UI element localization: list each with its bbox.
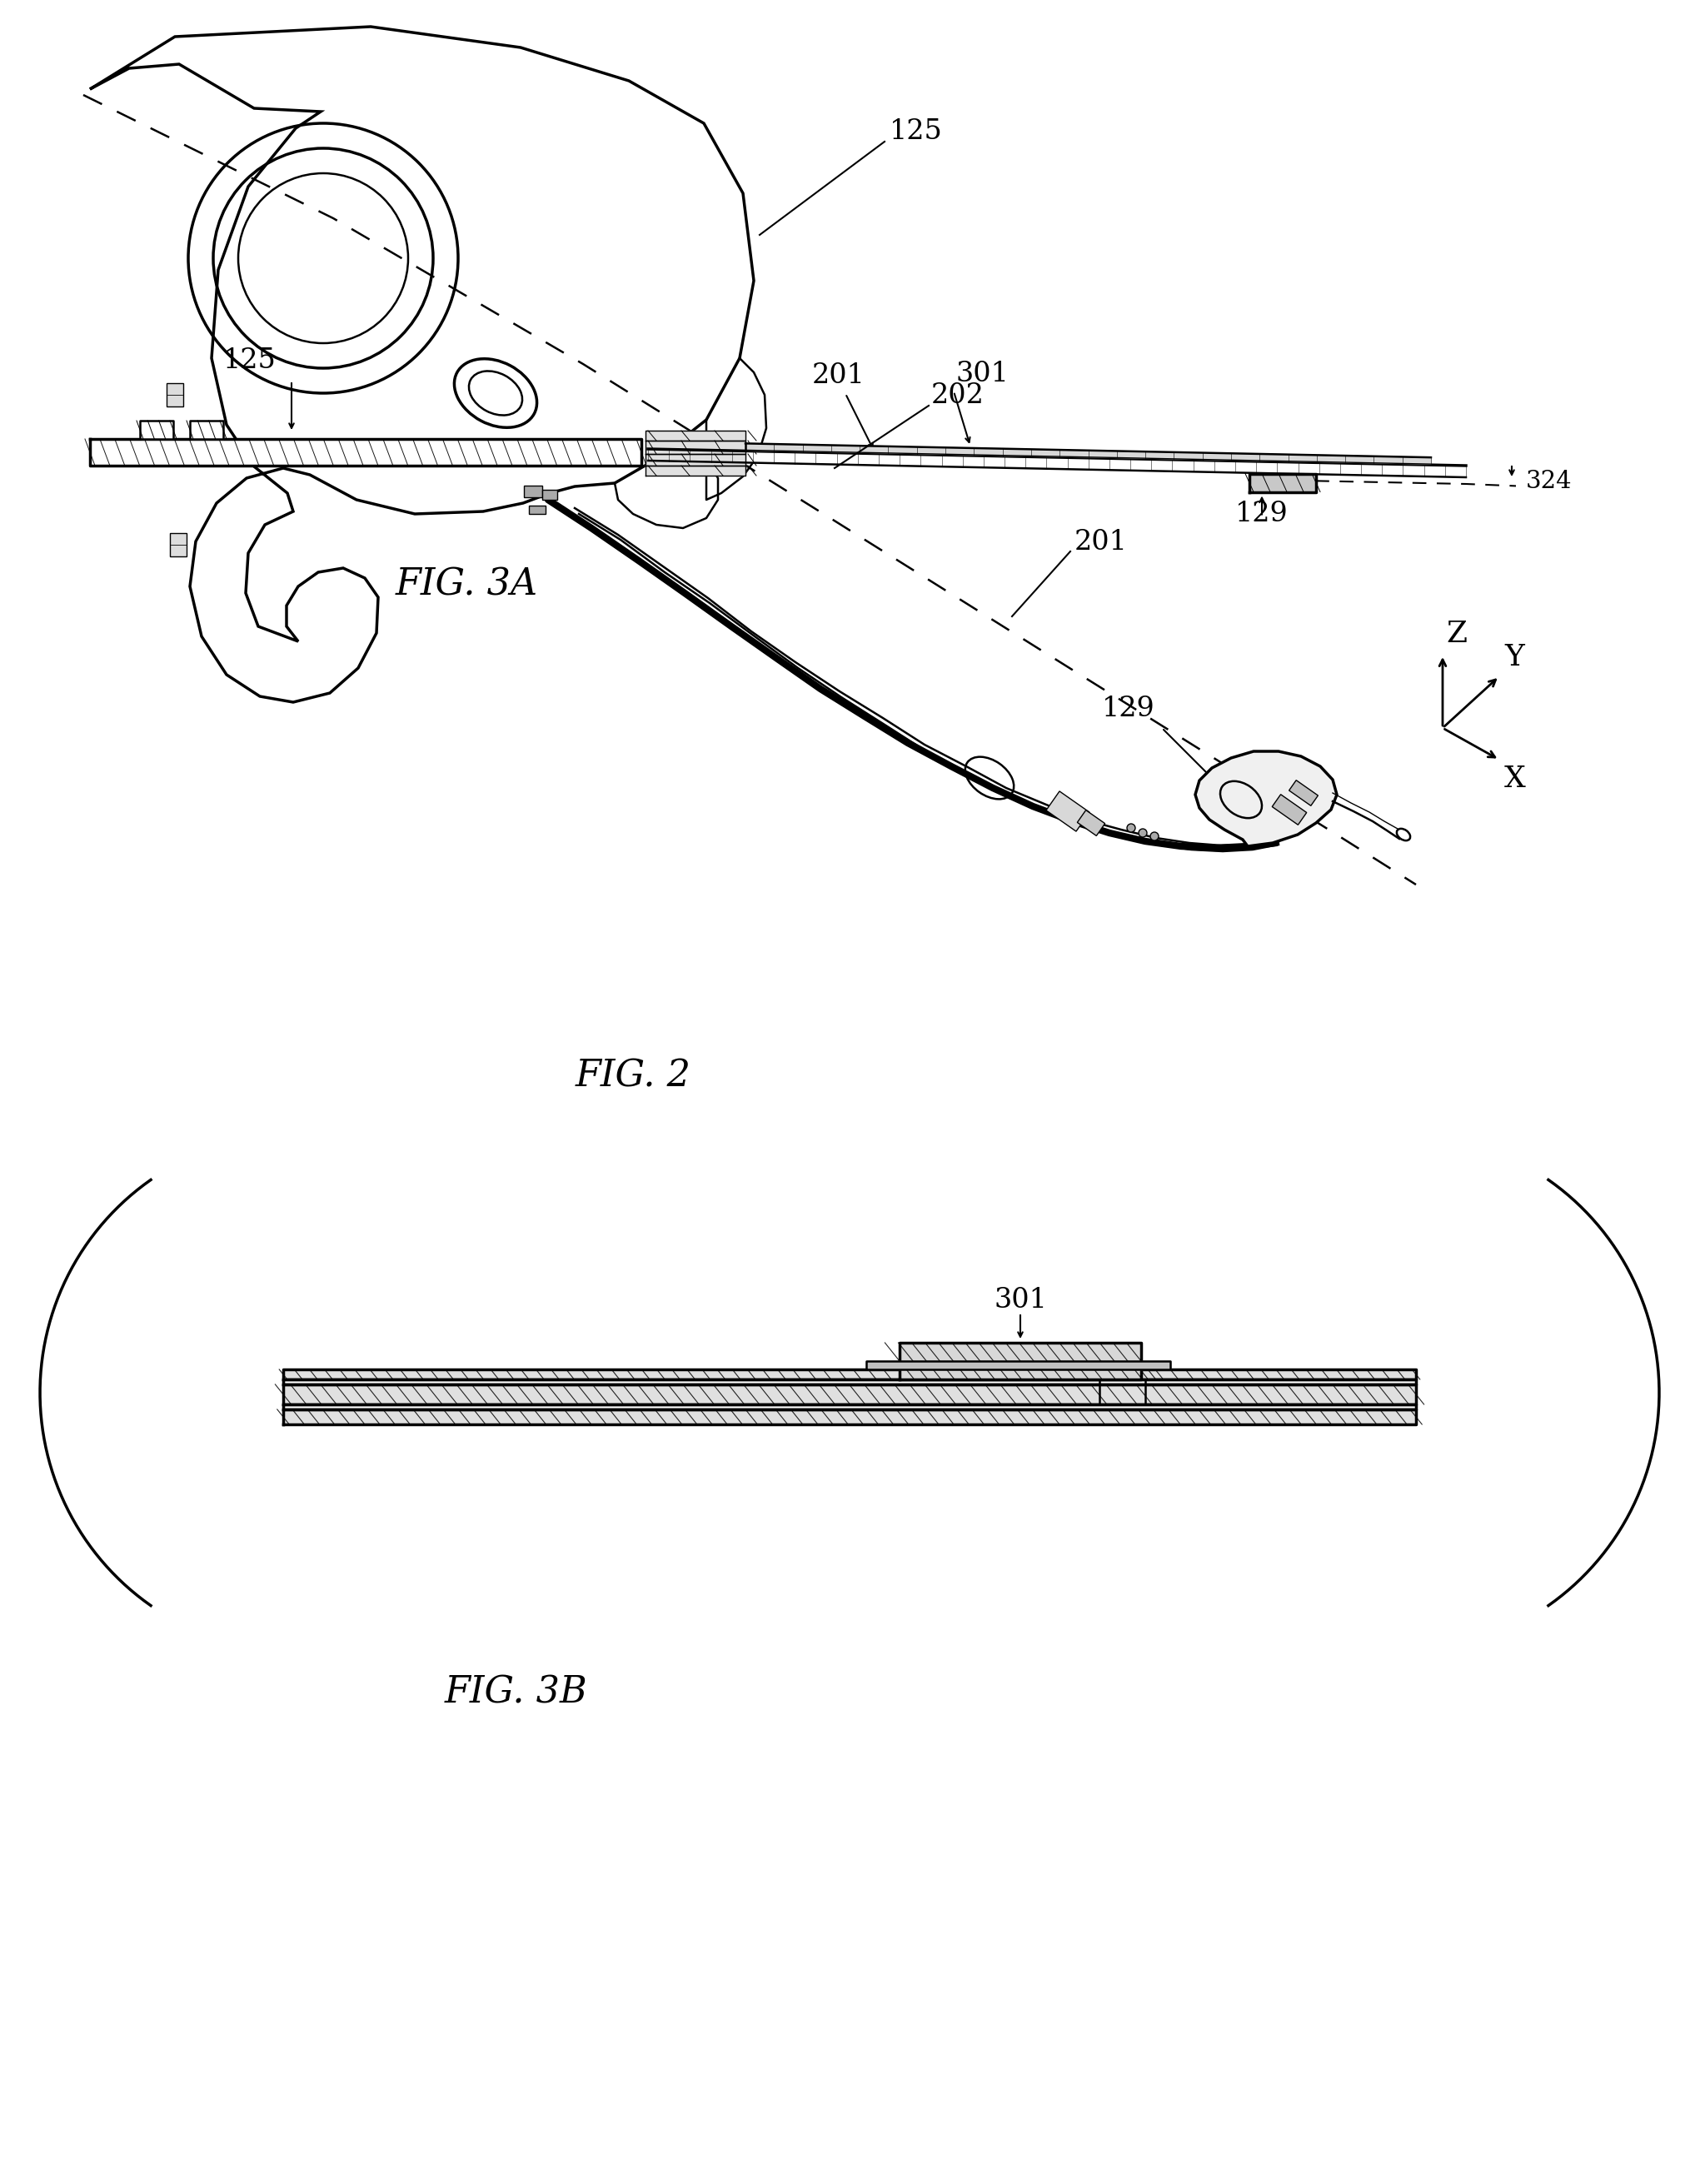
Polygon shape [167, 382, 184, 406]
Text: Z: Z [1447, 620, 1467, 649]
Polygon shape [139, 422, 173, 439]
Text: 202: 202 [932, 382, 984, 408]
Polygon shape [1250, 474, 1316, 491]
Polygon shape [90, 439, 641, 465]
Text: 324: 324 [1527, 470, 1572, 494]
Text: 129: 129 [1236, 500, 1289, 526]
Polygon shape [648, 450, 1465, 478]
Circle shape [1127, 823, 1136, 832]
Polygon shape [542, 489, 558, 500]
Text: 201: 201 [813, 363, 865, 389]
Polygon shape [190, 422, 223, 439]
Polygon shape [646, 465, 746, 476]
Polygon shape [867, 1361, 1170, 1369]
Polygon shape [1289, 780, 1318, 806]
Polygon shape [529, 507, 546, 513]
Polygon shape [646, 441, 746, 454]
Text: 125: 125 [223, 347, 277, 373]
Polygon shape [1195, 751, 1336, 845]
Polygon shape [170, 533, 187, 557]
Text: 301: 301 [994, 1286, 1047, 1313]
Text: FIG. 2: FIG. 2 [575, 1059, 690, 1094]
Polygon shape [899, 1343, 1141, 1380]
Polygon shape [284, 1409, 1416, 1424]
Polygon shape [284, 1404, 1416, 1409]
Polygon shape [284, 1369, 1416, 1380]
Text: 129: 129 [1102, 695, 1156, 723]
Polygon shape [284, 1385, 1416, 1404]
Polygon shape [1078, 810, 1105, 836]
Polygon shape [646, 430, 746, 441]
Polygon shape [1046, 791, 1090, 832]
Text: 201: 201 [1074, 529, 1127, 555]
Text: 301: 301 [955, 360, 1010, 387]
Polygon shape [1272, 795, 1307, 826]
Text: X: X [1505, 764, 1525, 793]
Text: FIG. 3A: FIG. 3A [394, 568, 537, 603]
Polygon shape [646, 454, 746, 465]
Polygon shape [284, 1380, 1416, 1385]
Circle shape [1139, 828, 1148, 836]
Polygon shape [746, 443, 1431, 463]
Circle shape [1151, 832, 1159, 841]
Text: Y: Y [1505, 642, 1525, 670]
Text: FIG. 3B: FIG. 3B [445, 1675, 588, 1710]
Text: 125: 125 [889, 118, 944, 144]
Polygon shape [524, 485, 542, 498]
